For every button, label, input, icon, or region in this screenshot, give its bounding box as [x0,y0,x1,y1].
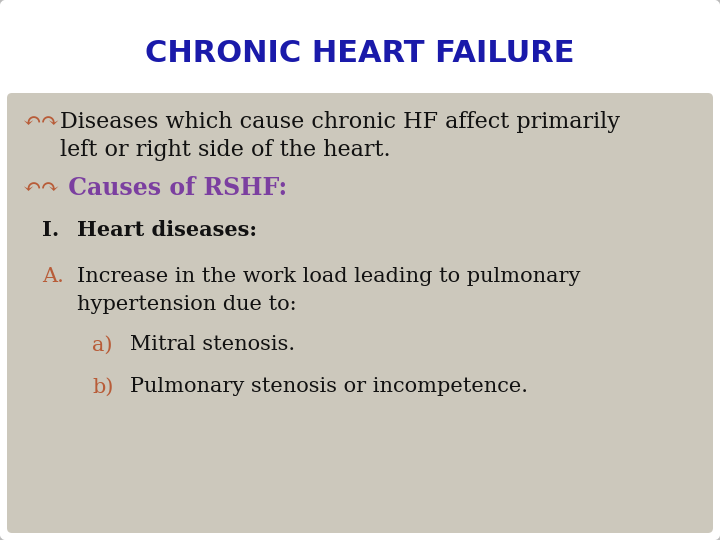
Text: A.: A. [42,267,64,287]
Text: Causes of RSHF:: Causes of RSHF: [60,176,287,200]
Text: ↶↷: ↶↷ [22,177,59,199]
Text: left or right side of the heart.: left or right side of the heart. [60,139,391,161]
Text: hypertension due to:: hypertension due to: [77,295,297,314]
Text: b): b) [92,377,113,396]
Text: a): a) [92,335,112,354]
Text: Increase in the work load leading to pulmonary: Increase in the work load leading to pul… [77,267,580,287]
Text: ↶↷: ↶↷ [22,111,59,133]
Text: Heart diseases:: Heart diseases: [77,220,257,240]
Text: CHRONIC HEART FAILURE: CHRONIC HEART FAILURE [145,38,575,68]
Text: Mitral stenosis.: Mitral stenosis. [130,335,295,354]
FancyBboxPatch shape [7,93,713,533]
Text: Pulmonary stenosis or incompetence.: Pulmonary stenosis or incompetence. [130,377,528,396]
Text: I.: I. [42,220,59,240]
Text: Diseases which cause chronic HF affect primarily: Diseases which cause chronic HF affect p… [60,111,620,133]
